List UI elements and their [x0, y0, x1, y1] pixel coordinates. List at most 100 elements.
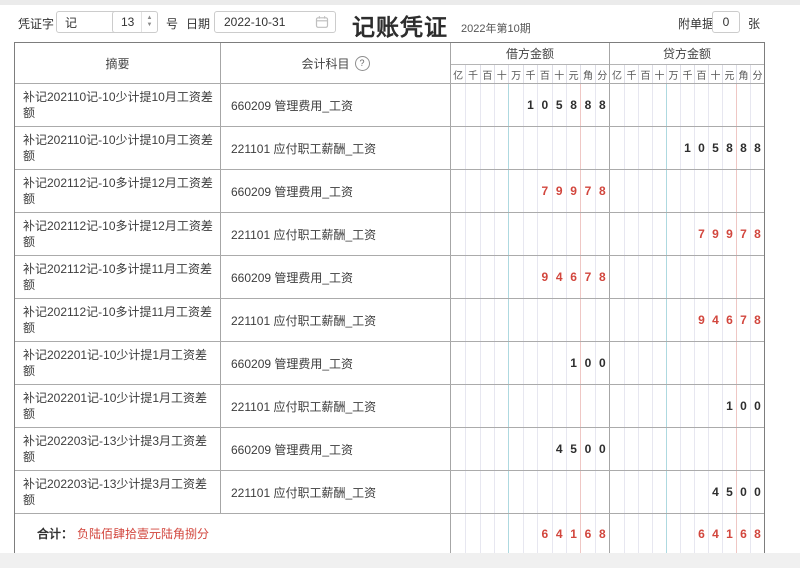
- summary-cell[interactable]: 补记202112记-10多计提12月工资差额: [15, 170, 221, 212]
- digit-cell: [479, 213, 494, 255]
- account-cell[interactable]: 221101 应付职工薪酬_工资: [221, 471, 451, 513]
- digit-cell: [479, 256, 494, 298]
- digit-cell: [722, 256, 736, 298]
- digit-cell: [465, 299, 479, 341]
- number-stepper[interactable]: ▲ ▼: [141, 12, 157, 32]
- account-cell[interactable]: 221101 应付职工薪酬_工资: [221, 127, 451, 169]
- calendar-icon[interactable]: [315, 15, 329, 29]
- digit-cell: [594, 127, 609, 169]
- digit-cell: [451, 299, 465, 341]
- digit-cell: [638, 213, 652, 255]
- top-strip: [0, 0, 800, 5]
- digit-cell: 5: [565, 428, 580, 470]
- digit-cell: [638, 84, 652, 126]
- account-cell[interactable]: 660209 管理费用_工资: [221, 84, 451, 126]
- digit-cell: [708, 256, 722, 298]
- summary-cell[interactable]: 补记202110记-10少计提10月工资差额: [15, 127, 221, 169]
- account-cell[interactable]: 221101 应付职工薪酬_工资: [221, 299, 451, 341]
- summary-cell[interactable]: 补记202110记-10少计提10月工资差额: [15, 84, 221, 126]
- debit-amount-cell[interactable]: [451, 385, 610, 427]
- digit-cell: [451, 471, 465, 513]
- digit-cell: [594, 385, 609, 427]
- digit-cell: [494, 299, 508, 341]
- digit-cell: [494, 127, 508, 169]
- digit-cell: [465, 428, 479, 470]
- total-label: 合计：: [37, 527, 74, 541]
- digit-cell: [580, 299, 594, 341]
- digit-cell: 8: [750, 213, 764, 255]
- digit-unit-label: 百: [537, 65, 551, 83]
- digit-cell: [666, 84, 680, 126]
- digit-cell: [465, 471, 479, 513]
- debit-amount-cell[interactable]: [451, 471, 610, 513]
- digit-cell: [624, 299, 638, 341]
- credit-amount-cell[interactable]: [610, 428, 764, 470]
- summary-cell[interactable]: 补记202112记-10多计提12月工资差额: [15, 213, 221, 255]
- digit-cell: [694, 84, 708, 126]
- help-icon[interactable]: ?: [354, 55, 370, 71]
- digit-cell: [624, 471, 638, 513]
- credit-amount-cell[interactable]: [610, 84, 764, 126]
- debit-amount-cell[interactable]: [451, 299, 610, 341]
- date-input[interactable]: 2022-10-31: [214, 11, 336, 33]
- account-cell[interactable]: 221101 应付职工薪酬_工资: [221, 213, 451, 255]
- digit-cell: [479, 127, 494, 169]
- digit-cell: [694, 256, 708, 298]
- attachment-unit-label: 张: [748, 17, 761, 31]
- digit-cell: [610, 471, 624, 513]
- digit-cell: [624, 170, 638, 212]
- digit-cell: [594, 471, 609, 513]
- digit-cell: [537, 213, 551, 255]
- account-cell[interactable]: 660209 管理费用_工资: [221, 342, 451, 384]
- debit-amount-cell[interactable]: [451, 127, 610, 169]
- digit-cell: [522, 213, 537, 255]
- attachment-count-input[interactable]: 0: [712, 11, 740, 33]
- summary-cell[interactable]: 补记202201记-10少计提1月工资差额: [15, 385, 221, 427]
- summary-cell[interactable]: 补记202203记-13少计提3月工资差额: [15, 428, 221, 470]
- digit-cell: [537, 342, 551, 384]
- summary-cell[interactable]: 补记202112记-10多计提11月工资差额: [15, 256, 221, 298]
- digit-cell: [610, 385, 624, 427]
- credit-header: 贷方金额: [610, 43, 764, 65]
- credit-amount-cell[interactable]: [610, 256, 764, 298]
- summary-cell[interactable]: 补记202112记-10多计提11月工资差额: [15, 299, 221, 341]
- digit-cell: [666, 428, 680, 470]
- account-cell[interactable]: 660209 管理费用_工资: [221, 428, 451, 470]
- digit-cell: 8: [594, 170, 609, 212]
- digit-cell: [565, 471, 580, 513]
- digit-cell: 6: [694, 514, 708, 553]
- summary-cell[interactable]: 补记202201记-10少计提1月工资差额: [15, 342, 221, 384]
- stepper-up-icon[interactable]: ▲: [146, 15, 153, 21]
- digit-cell: 6: [736, 514, 750, 553]
- total-row: 合计： 负陆佰肆拾壹元陆角捌分 6 4 1 6 8 6 4 1 6 8: [15, 513, 764, 553]
- account-cell[interactable]: 660209 管理费用_工资: [221, 170, 451, 212]
- credit-amount-cell[interactable]: [610, 342, 764, 384]
- account-cell[interactable]: 221101 应付职工薪酬_工资: [221, 385, 451, 427]
- stepper-down-icon[interactable]: ▼: [146, 22, 153, 28]
- debit-amount-cell[interactable]: [451, 213, 610, 255]
- digit-cell: [522, 299, 537, 341]
- digit-cell: 1: [565, 342, 580, 384]
- credit-amount-cell[interactable]: [610, 170, 764, 212]
- digit-cell: [537, 471, 551, 513]
- account-cell[interactable]: 660209 管理费用_工资: [221, 256, 451, 298]
- digit-cell: [451, 385, 465, 427]
- voucher-number-input[interactable]: 13 ▲ ▼: [112, 11, 158, 33]
- credit-header-group: 贷方金额 亿千百十万千百十元角分: [610, 43, 764, 83]
- attachment-label: 附单据: [678, 17, 715, 31]
- summary-cell[interactable]: 补记202203记-13少计提3月工资差额: [15, 471, 221, 513]
- digit-cell: [508, 471, 522, 513]
- digit-cell: [508, 84, 522, 126]
